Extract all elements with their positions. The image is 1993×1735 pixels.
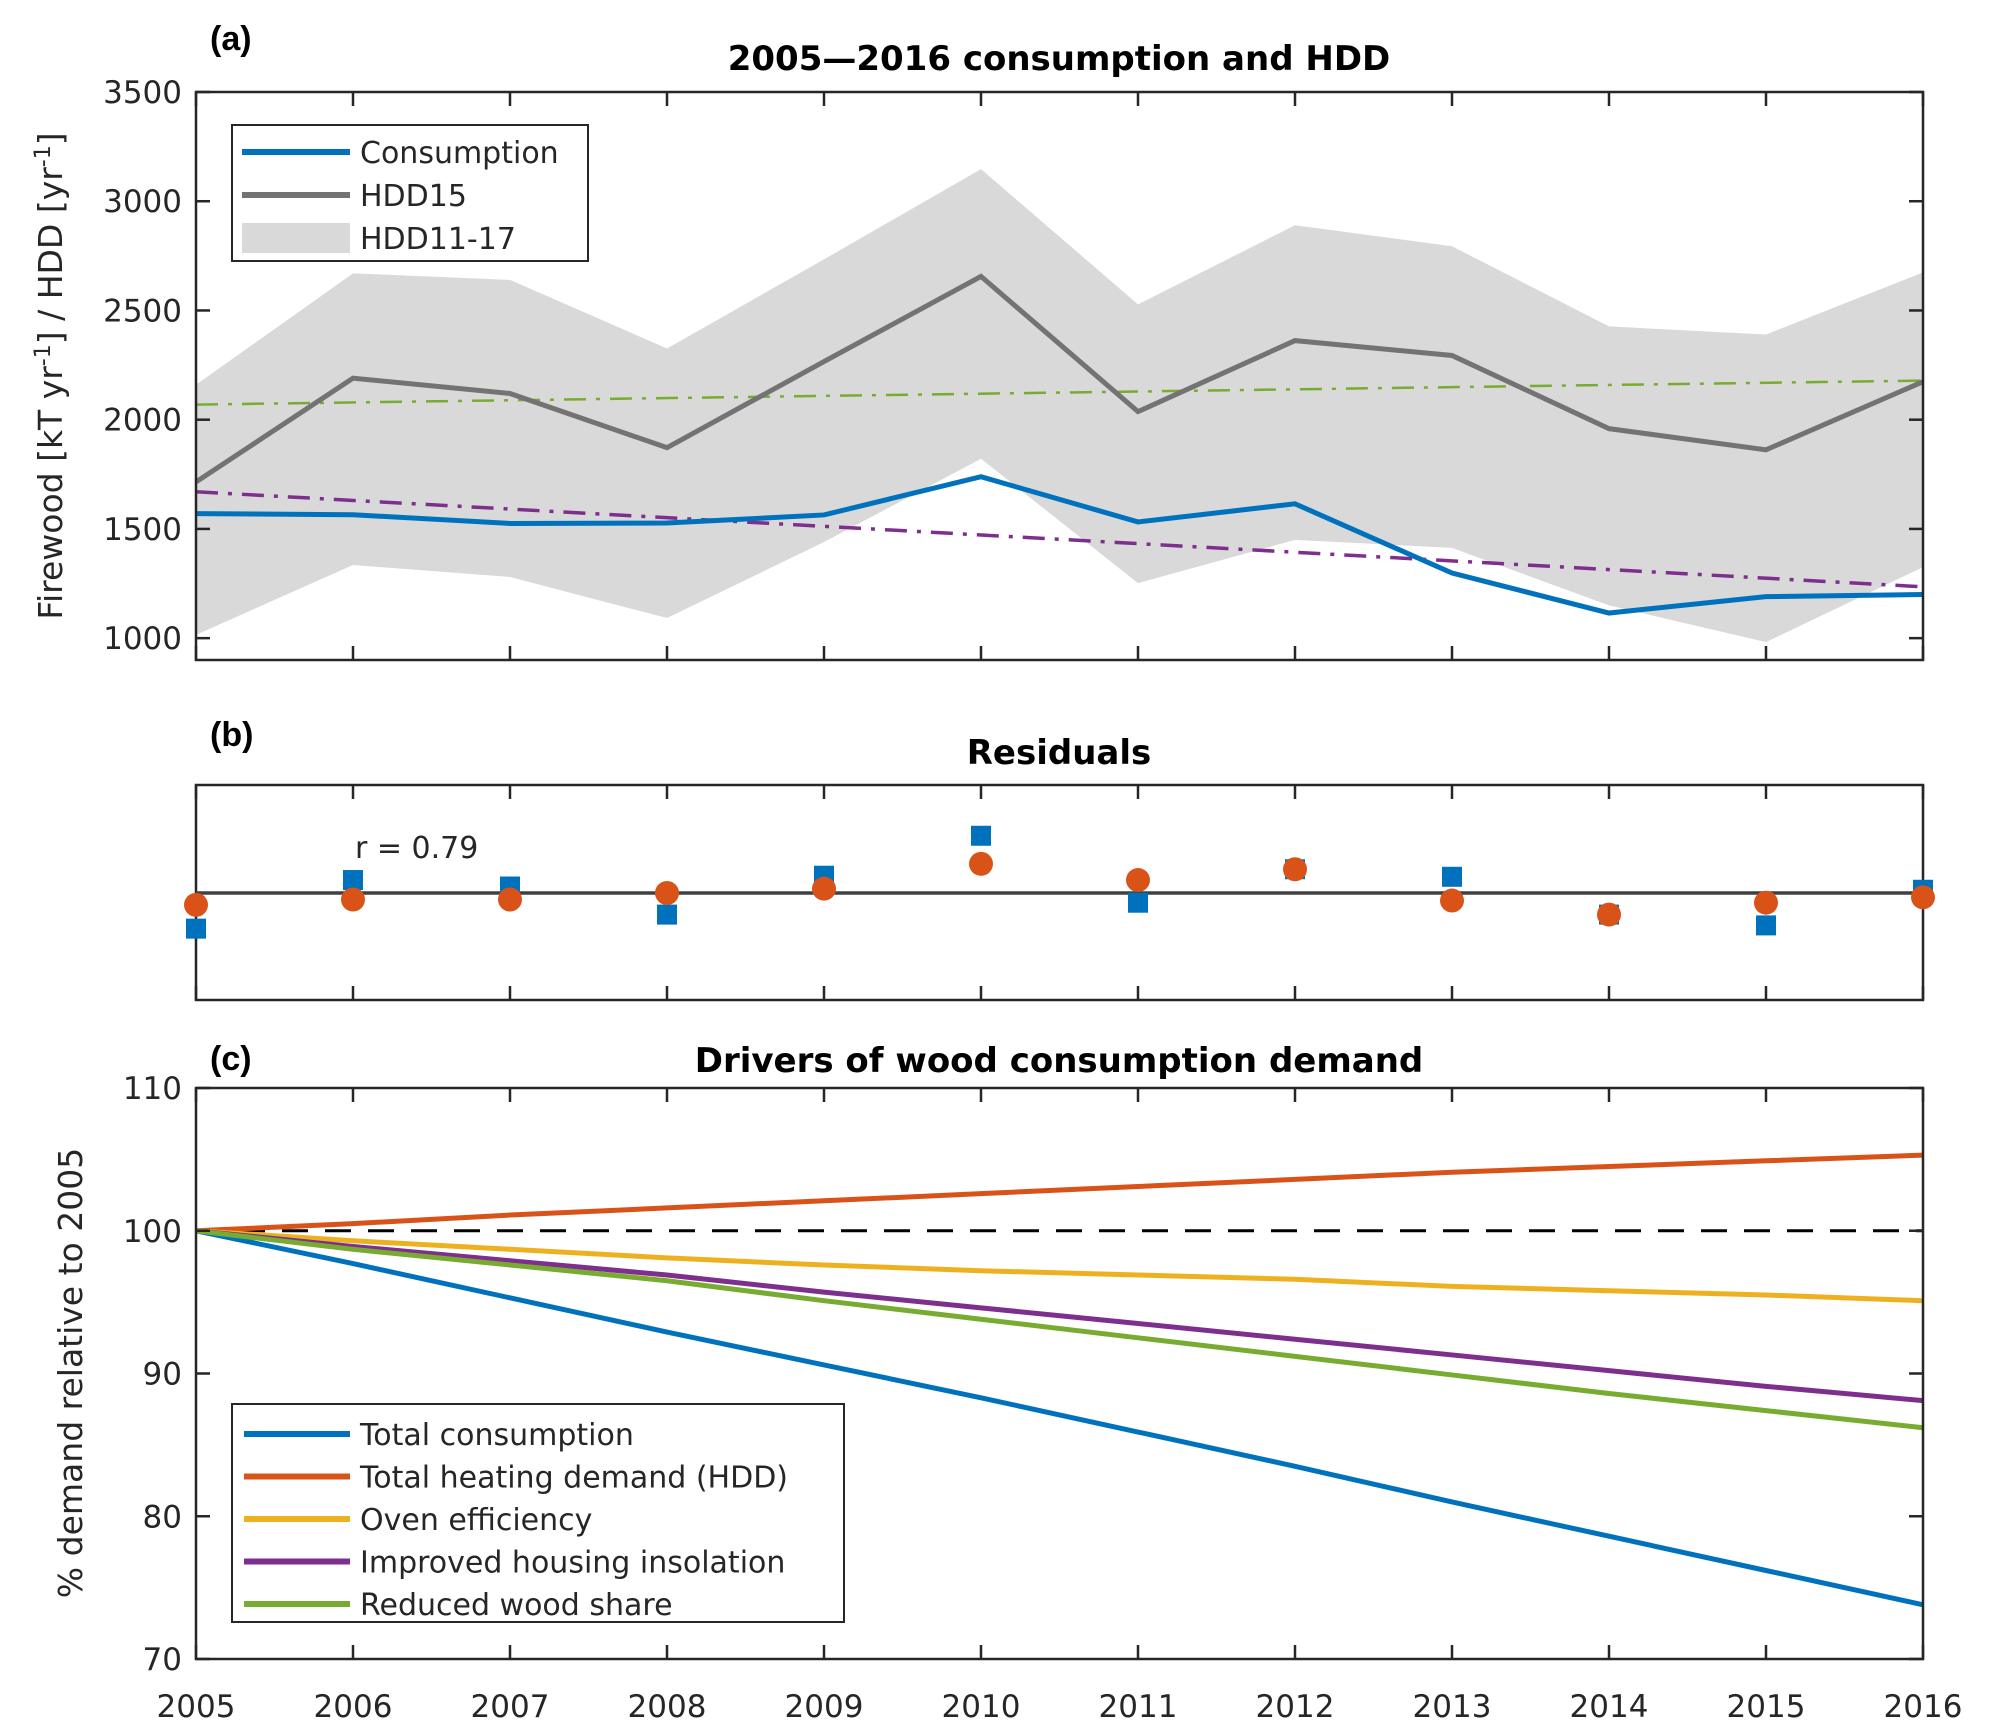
x-tick-label: 2012 xyxy=(1256,1689,1335,1725)
y-tick-label-a: 1000 xyxy=(103,621,182,657)
y-tick-label-a: 1500 xyxy=(103,512,182,548)
x-tick-label: 2006 xyxy=(314,1689,393,1725)
residual-circle-point xyxy=(1283,857,1307,882)
y-axis-label-c: % demand relative to 2005 xyxy=(51,1148,90,1598)
residual-square-point xyxy=(1756,915,1776,936)
y-tick-label-c: 100 xyxy=(123,1214,182,1250)
panel-label-b: (b) xyxy=(210,716,253,754)
y-tick-label-c: 110 xyxy=(123,1071,182,1107)
residual-square-point xyxy=(1128,892,1148,913)
y-axis-label-a-part: Firewood [kT yr xyxy=(31,366,70,620)
panel-c: 70 80 90 100 110 2005 2006 2007 2008 2009 2010 2011… xyxy=(123,1071,1963,1725)
legend-c-label: Total heating demand (HDD) xyxy=(359,1461,788,1496)
panel-a-axes-box xyxy=(194,90,1925,662)
x-tick-label: 2010 xyxy=(942,1689,1021,1725)
chart-title-c: Drivers of wood consumption demand xyxy=(695,1041,1424,1081)
legend-c: Total consumption Total heating demand (H… xyxy=(231,1403,845,1623)
residual-circle-point xyxy=(1126,868,1150,893)
residual-square-point xyxy=(343,870,363,891)
y-tick-label-a: 2500 xyxy=(103,293,182,329)
y-tick-label-c: 90 xyxy=(143,1357,182,1393)
y-axis-label-a-sup: -1 xyxy=(31,145,56,167)
series-line-consumption xyxy=(195,474,1924,616)
y-tick-label-a: 2000 xyxy=(103,403,182,439)
legend-c-label: Reduced wood share xyxy=(360,1588,673,1623)
legend-c-box xyxy=(231,1403,845,1623)
legend-a-swatch xyxy=(242,223,350,253)
residual-circle-point xyxy=(1911,885,1935,910)
y-axis-label-a-part: ] / HDD [yr xyxy=(31,167,70,345)
residual-circle-point xyxy=(184,892,208,917)
residual-circle-point xyxy=(1440,888,1464,913)
y-tick-label-c: 80 xyxy=(143,1499,182,1535)
x-tick-label: 2005 xyxy=(157,1689,236,1725)
residual-circle-point xyxy=(655,881,679,905)
series-line-improved-housing-insolation xyxy=(195,1228,1924,1404)
series-line-total-heating-demand-hdd- xyxy=(195,1152,1924,1234)
residual-circle-point xyxy=(341,887,365,912)
panel-b: r = 0.79 xyxy=(184,783,1935,1002)
correlation-annotation: r = 0.79 xyxy=(355,831,478,866)
x-tick-label: 2013 xyxy=(1413,1689,1492,1725)
x-tick-label: 2007 xyxy=(471,1689,550,1725)
residual-circle-point xyxy=(1754,890,1778,915)
x-tick-label: 2016 xyxy=(1884,1689,1963,1725)
x-tick-label: 2015 xyxy=(1727,1689,1806,1725)
y-tick-label-c: 70 xyxy=(143,1642,182,1678)
y-axis-label-a-part: ] xyxy=(31,132,70,145)
legend-c-label: Oven efficiency xyxy=(360,1503,592,1538)
x-tick-label: 2008 xyxy=(628,1689,707,1725)
legend-c-label: Improved housing insolation xyxy=(360,1546,785,1581)
chart-title-a: 2005—2016 consumption and HDD xyxy=(728,39,1391,79)
residual-square-point xyxy=(1442,866,1462,887)
x-tick-label: 2014 xyxy=(1570,1689,1649,1725)
y-axis-label-a: Firewood [kT yr-1] / HDD [yr-1] xyxy=(31,132,71,619)
series-line-oven-efficiency xyxy=(195,1228,1924,1304)
residual-circle-point xyxy=(969,851,993,876)
residual-square-point xyxy=(971,825,991,846)
series-line-reduced-wood-share xyxy=(195,1228,1924,1431)
x-tick-label: 2009 xyxy=(785,1689,864,1725)
legend-a-label: Consumption xyxy=(360,136,559,171)
legend-a-label: HDD11-17 xyxy=(360,222,516,257)
residual-circle-point xyxy=(812,876,836,901)
series-line-hdd15 xyxy=(194,273,1924,485)
legend-a-label: HDD15 xyxy=(360,179,467,214)
trend-line-consumption-trend xyxy=(195,490,1924,589)
panel-label-a: (a) xyxy=(210,20,252,58)
y-tick-label-a: 3000 xyxy=(103,184,182,220)
chart-title-b: Residuals xyxy=(967,733,1152,773)
series-line-total-consumption xyxy=(195,1228,1924,1608)
y-axis-label-a-sup: -1 xyxy=(31,344,56,366)
residual-square-point xyxy=(186,918,206,939)
residual-circle-point xyxy=(498,887,522,912)
x-tick-label: 2011 xyxy=(1099,1689,1178,1725)
trend-line-hdd15-trend xyxy=(195,379,1924,406)
legend-c-label: Total consumption xyxy=(359,1418,634,1453)
residual-circle-point xyxy=(1597,902,1621,927)
legend-a: Consumption HDD15 HDD11-17 xyxy=(231,124,589,262)
y-tick-label-a: 3500 xyxy=(103,75,182,111)
panel-label-c: (c) xyxy=(210,1040,252,1078)
panel-a: 1000 1500 2000 2500 3000 3500 Consumption HDD15… xyxy=(103,75,1925,662)
residual-square-point xyxy=(657,904,677,925)
